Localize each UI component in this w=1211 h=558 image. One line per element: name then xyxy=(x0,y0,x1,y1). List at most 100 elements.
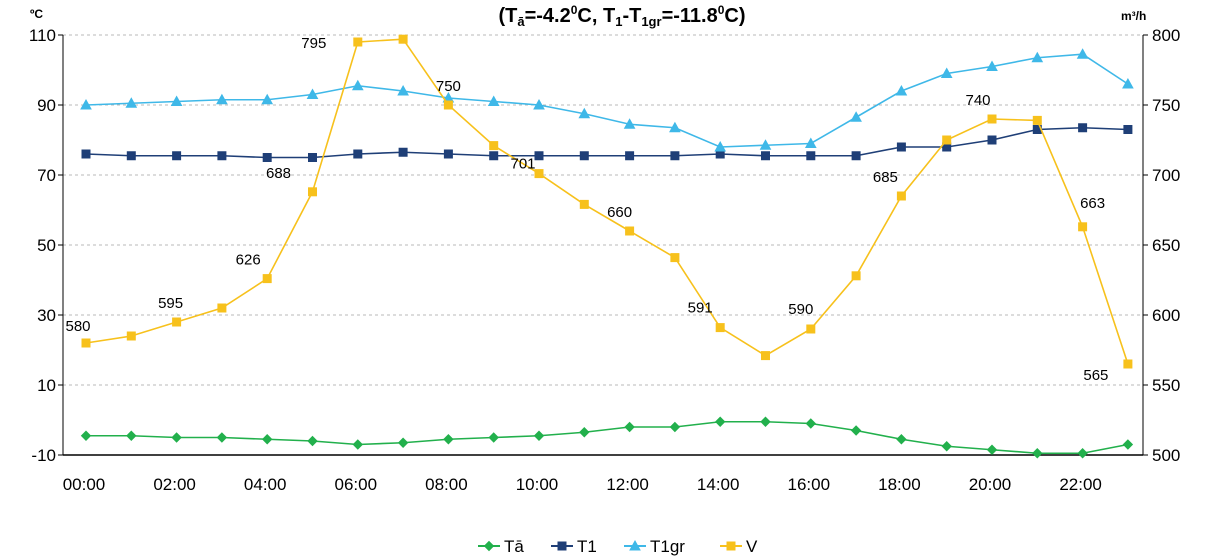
data-point xyxy=(624,421,635,433)
series-line xyxy=(85,38,1129,365)
x-tick-label: 06:00 xyxy=(335,475,378,494)
data-point xyxy=(487,95,500,106)
data-point xyxy=(895,84,908,96)
data-point xyxy=(397,84,409,96)
series-t xyxy=(80,416,1134,459)
legend-item: T1 xyxy=(551,537,597,556)
data-point xyxy=(533,430,545,441)
data-point xyxy=(81,149,91,159)
x-tick-label: 22:00 xyxy=(1059,475,1102,494)
data-point xyxy=(172,317,182,327)
series-line xyxy=(85,126,1128,159)
legend-marker xyxy=(629,539,641,551)
series-layer xyxy=(80,34,1134,459)
legend-item: T1gr xyxy=(624,537,685,556)
series-v xyxy=(81,34,1133,369)
data-point xyxy=(1031,51,1044,63)
data-point xyxy=(804,137,817,148)
y-right-tick-label: 550 xyxy=(1152,376,1180,395)
y-right-tick-label: 500 xyxy=(1152,446,1180,465)
data-label: 590 xyxy=(788,301,813,318)
data-point xyxy=(306,88,319,99)
data-point xyxy=(986,444,998,455)
data-point xyxy=(80,430,92,441)
data-point xyxy=(81,338,91,348)
data-point xyxy=(625,151,635,161)
y-left-tick-label: 90 xyxy=(37,96,56,115)
legend: Tā T1 T1gr V xyxy=(478,537,758,556)
data-point xyxy=(851,271,861,281)
data-label: 740 xyxy=(965,92,990,109)
data-point xyxy=(760,416,771,427)
data-point xyxy=(534,169,544,179)
y-left-tick-label: 70 xyxy=(37,166,56,185)
data-point xyxy=(262,274,272,284)
data-point xyxy=(986,60,998,71)
data-point xyxy=(850,425,862,436)
data-point xyxy=(351,79,364,91)
axes xyxy=(58,34,1148,456)
data-point xyxy=(308,153,317,162)
x-tick-label: 18:00 xyxy=(878,475,921,494)
data-point xyxy=(126,151,136,161)
data-point xyxy=(896,434,907,445)
data-point xyxy=(1122,439,1134,450)
legend-marker xyxy=(726,541,736,551)
data-point xyxy=(217,151,227,161)
legend-marker xyxy=(557,541,567,551)
data-point xyxy=(443,434,454,445)
data-label: 580 xyxy=(65,318,90,335)
data-point xyxy=(1122,77,1134,89)
y-right-unit: m³/h xyxy=(1121,9,1146,23)
data-label: 626 xyxy=(236,252,261,269)
data-point xyxy=(397,437,409,448)
x-tick-label: 04:00 xyxy=(244,475,287,494)
x-tick-label: 14:00 xyxy=(697,475,740,494)
data-point xyxy=(759,139,772,150)
data-label: 688 xyxy=(266,165,291,182)
data-point xyxy=(987,135,997,145)
data-point xyxy=(942,135,952,145)
data-point xyxy=(216,432,228,443)
data-point xyxy=(896,142,906,152)
data-point xyxy=(534,151,544,161)
data-label: 595 xyxy=(158,295,183,312)
y-right-tick-labels: 800 750 700 650 600 550 500 xyxy=(1152,26,1180,465)
data-point xyxy=(308,187,317,197)
data-point xyxy=(489,151,499,161)
series-line xyxy=(86,420,1129,455)
legend-item: Tā xyxy=(478,537,524,556)
data-label: 795 xyxy=(301,35,326,52)
data-point xyxy=(1032,448,1043,459)
legend-marker xyxy=(483,540,495,552)
data-point xyxy=(1078,123,1088,133)
data-point xyxy=(625,226,635,236)
y-left-unit: ºC xyxy=(30,7,43,21)
y-right-tick-label: 600 xyxy=(1152,306,1180,325)
data-point xyxy=(488,432,499,443)
data-point xyxy=(126,331,136,341)
y-right-tick-label: 800 xyxy=(1152,26,1180,45)
y-right-tick-label: 700 xyxy=(1152,166,1180,185)
data-point xyxy=(579,199,589,209)
x-tick-label: 00:00 xyxy=(63,475,106,494)
legend-item: V xyxy=(720,537,758,556)
data-point xyxy=(578,107,591,119)
data-point xyxy=(443,149,453,159)
data-point xyxy=(761,151,770,161)
x-tick-label: 12:00 xyxy=(606,475,649,494)
y-left-tick-label: 50 xyxy=(37,236,56,255)
data-point xyxy=(806,151,816,161)
data-point xyxy=(307,435,318,447)
data-point xyxy=(1078,222,1088,232)
y-right-tick-label: 650 xyxy=(1152,236,1180,255)
x-tick-label: 10:00 xyxy=(516,475,559,494)
x-tick-label: 20:00 xyxy=(969,475,1012,494)
data-point xyxy=(261,93,274,105)
data-point xyxy=(353,37,363,47)
data-point xyxy=(806,324,816,334)
data-label: 591 xyxy=(688,300,713,317)
data-point xyxy=(217,303,227,313)
data-point xyxy=(1032,115,1042,125)
